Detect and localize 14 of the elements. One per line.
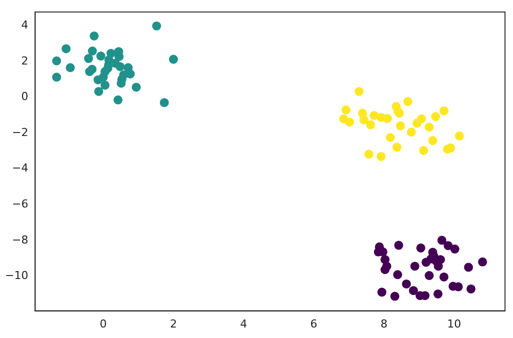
y-tick-label: 4: [21, 18, 28, 32]
y-tick-label: −10: [4, 269, 28, 282]
x-tick-label: 2: [170, 317, 177, 330]
y-tick-label: 2: [21, 54, 28, 68]
x-tick-label: 8: [380, 317, 388, 330]
y-tick-label: −2: [12, 126, 28, 139]
x-tick-label: 6: [310, 317, 318, 330]
y-tick-label: −8: [12, 233, 28, 246]
y-tick-label: −6: [12, 197, 28, 210]
x-tick-label: 0: [100, 317, 107, 330]
x-tick-label: 4: [240, 317, 248, 330]
y-tick-label: 0: [21, 90, 28, 104]
x-tick-label: 10: [447, 317, 462, 330]
y-tick-label: −4: [12, 162, 28, 175]
